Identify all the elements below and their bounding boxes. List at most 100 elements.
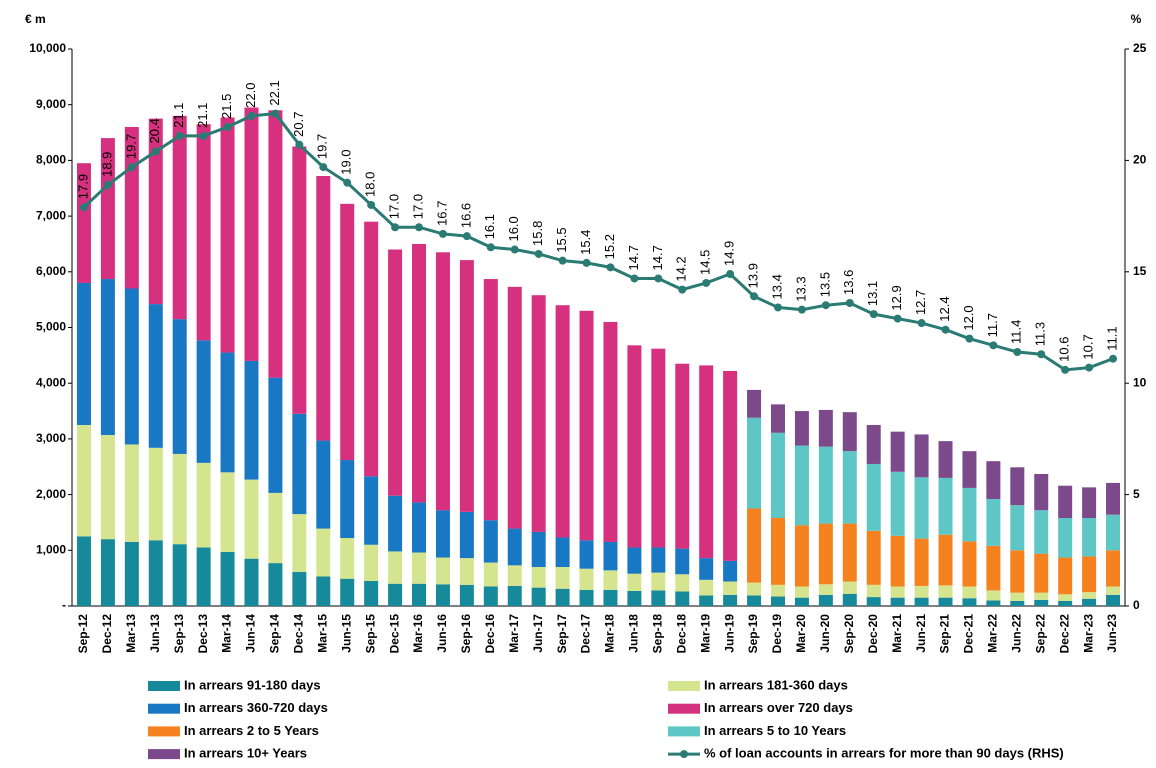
bar-segment [435,252,450,511]
legend-label: In arrears 5 to 10 Years [704,723,846,738]
line-marker [1061,365,1070,374]
bar-segment [1106,482,1121,515]
line-marker [1109,354,1118,363]
bar-segment [842,412,857,452]
data-label: 10.7 [1081,334,1096,359]
legend-label: In arrears over 720 days [704,700,853,715]
x-tick-label: Jun-14 [244,614,258,653]
bar-segment [1034,599,1049,606]
x-tick-label: Sep-17 [555,614,569,654]
x-tick-label: Jun-17 [531,614,545,653]
x-tick-label: Mar-23 [1081,614,1095,653]
x-tick-label: Jun-21 [914,614,928,653]
bar-segment [818,409,833,447]
line-marker [630,274,639,283]
bar-segment [100,435,115,540]
bar-segment [220,352,235,473]
bar-segment [866,463,881,531]
bar-segment [124,444,139,542]
bar-segment [100,279,115,436]
bar-segment [986,461,1001,500]
bar-segment [268,563,283,606]
bar-segment [699,579,714,596]
y-tick-label: 6,000 [36,264,66,278]
bar-segment [627,590,642,606]
line-marker [319,163,328,172]
line-marker [391,223,400,232]
line-marker [462,232,471,241]
data-label: 12.0 [961,305,976,330]
y2-axis-label: % [1131,12,1142,26]
bar-segment [220,472,235,552]
y-tick-label: 9,000 [36,97,66,111]
bar-segment [1034,553,1049,593]
bar-segment [196,340,211,463]
line-marker [343,178,352,187]
x-tick-label: Mar-21 [890,614,904,653]
data-label: 12.4 [937,296,952,321]
bar-segment [412,243,427,503]
bar-segment [890,597,905,606]
data-label: 20.4 [147,118,162,143]
bar-segment [842,451,857,524]
bar-segment [388,249,403,496]
legend-swatch [148,681,180,691]
bar-segment [699,558,714,580]
bar-segment [794,445,809,526]
bar-segment [747,595,762,606]
bar-segment [196,124,211,341]
bar-segment [1082,556,1097,593]
bar-segment [914,434,929,478]
data-label: 14.7 [650,245,665,270]
bar-segment [1082,487,1097,518]
line-marker [79,203,88,212]
bar-segment [651,590,666,606]
bar-segment [340,203,355,461]
data-label: 11.1 [1104,326,1119,350]
bar-segment [172,319,187,454]
legend-label: In arrears 2 to 5 Years [184,723,319,738]
y-tick-label: 5,000 [36,320,66,334]
bar-segment [818,584,833,595]
bar-segment [675,363,690,549]
bar-segment [76,163,91,283]
line-marker [773,303,782,312]
data-label: 15.4 [578,230,593,255]
bar-segment [1010,550,1025,593]
x-tick-label: Dec-14 [292,614,306,654]
bar-segment [507,565,522,586]
bar-segment [555,567,570,589]
y2-tick-label: 15 [1133,264,1147,278]
bar-segment [435,584,450,606]
bar-segment [555,537,570,568]
bar-segment [292,572,307,606]
bar-segment [412,502,427,553]
bar-segment [723,560,738,582]
data-label: 19.7 [315,134,330,159]
bar-segment [435,510,450,558]
line-marker [702,278,711,287]
bar-segment [340,538,355,579]
legend-swatch [148,703,180,714]
bar-segment [866,424,881,464]
bar-segment [962,487,977,542]
bar-segment [603,589,618,606]
bar-segment [747,389,762,418]
y-tick-label: - [62,598,66,612]
bar-segment [651,572,666,591]
bar-segment [459,558,474,585]
line-marker [750,292,759,301]
data-label: 21.1 [171,103,186,128]
line-marker [486,243,495,252]
bar-segment [555,305,570,538]
bar-segment [962,451,977,488]
bar-segment [124,541,139,606]
line-marker [654,274,663,283]
data-label: 12.9 [889,285,904,310]
bar-segment [603,321,618,542]
bar-segment [962,586,977,599]
bar-segment [459,260,474,512]
legend-label: In arrears 181-360 days [704,677,848,692]
x-tick-label: Mar-19 [698,614,712,653]
legend-swatch [148,726,180,737]
